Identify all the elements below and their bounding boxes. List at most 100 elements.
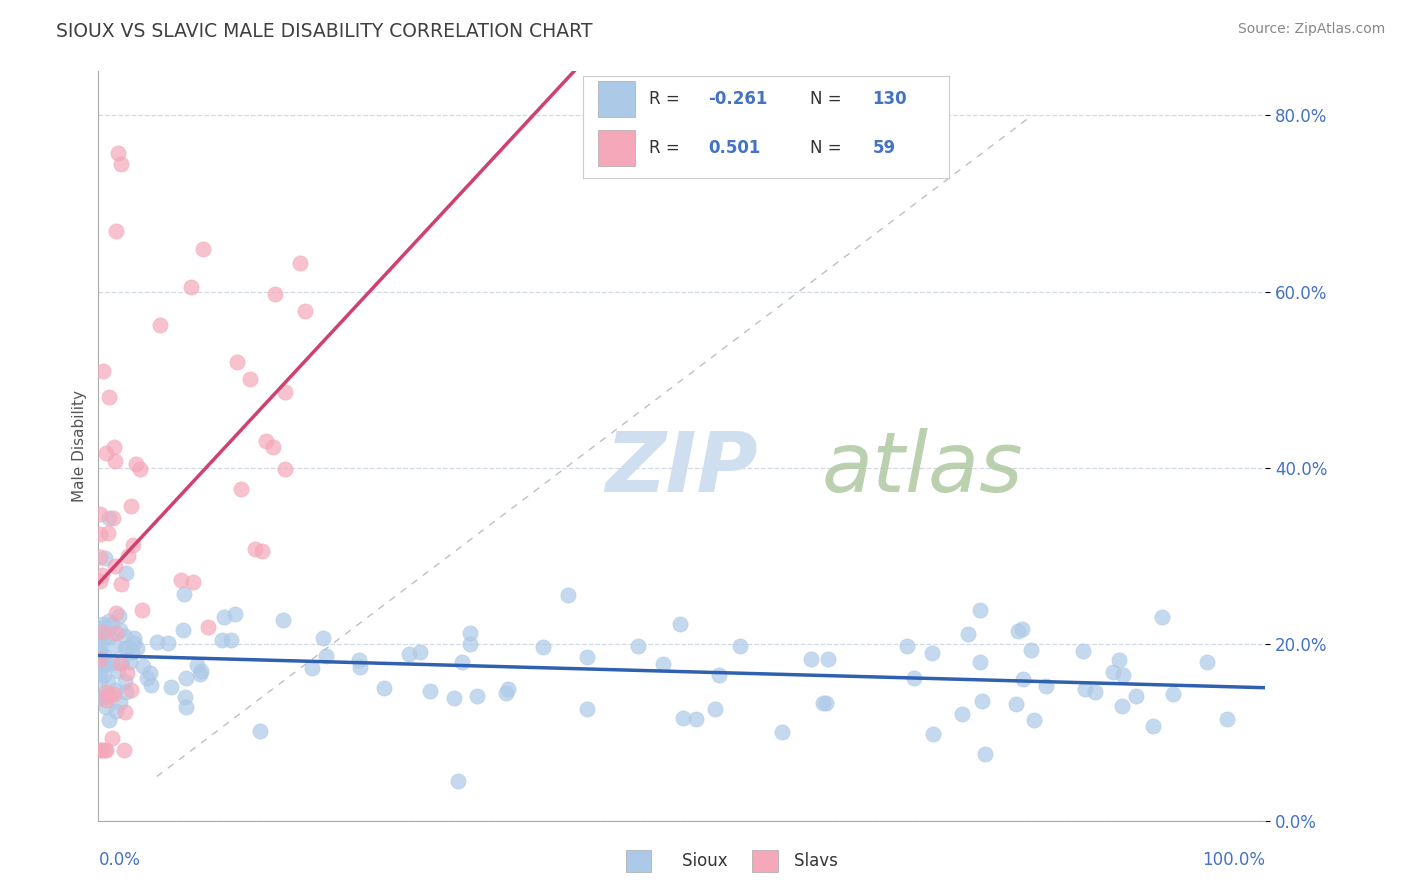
Point (243, 542, 266, 557)
Point (117, 549, 139, 564)
Point (103, 511, 125, 525)
Point (103, 687, 125, 701)
Point (274, 384, 297, 399)
Point (575, 649, 598, 664)
Point (224, 607, 246, 621)
Text: 59: 59 (872, 139, 896, 157)
Point (1084, 685, 1107, 699)
Point (97, 526, 120, 541)
Point (226, 354, 249, 368)
Point (98, 390, 121, 404)
Point (93, 623, 115, 637)
Point (135, 672, 157, 686)
Point (188, 666, 211, 681)
Point (957, 626, 980, 640)
Point (90, 743, 112, 757)
Point (903, 671, 925, 685)
Text: 0.0%: 0.0% (98, 851, 141, 869)
Point (443, 690, 465, 705)
Point (89, 673, 111, 688)
Point (104, 224, 127, 238)
Point (174, 671, 197, 685)
Point (1035, 679, 1057, 693)
Point (921, 727, 943, 741)
Point (104, 640, 127, 654)
Point (115, 685, 138, 699)
Text: N =: N = (810, 139, 846, 157)
Point (460, 626, 482, 640)
Point (815, 696, 838, 710)
Point (254, 434, 277, 448)
Point (409, 645, 432, 659)
Text: Source: ZipAtlas.com: Source: ZipAtlas.com (1237, 22, 1385, 37)
Point (100, 616, 122, 631)
Point (373, 681, 395, 695)
Point (94, 685, 117, 699)
Point (98, 511, 121, 525)
Text: R =: R = (650, 90, 685, 108)
Point (219, 633, 242, 648)
Point (120, 656, 142, 670)
Point (349, 660, 371, 674)
Point (107, 146, 129, 161)
Point (94, 630, 117, 644)
Point (1071, 644, 1094, 658)
Point (250, 543, 273, 558)
Point (93, 668, 115, 682)
Point (124, 635, 146, 649)
Point (172, 623, 194, 637)
Point (115, 665, 138, 680)
Point (112, 743, 135, 757)
Point (96, 700, 118, 714)
Point (707, 668, 730, 682)
Point (817, 652, 839, 666)
Point (110, 156, 132, 170)
Point (290, 256, 312, 270)
Point (125, 640, 148, 655)
Point (98, 688, 121, 702)
Point (498, 681, 520, 696)
Text: N =: N = (810, 90, 846, 108)
Point (969, 602, 991, 616)
Point (451, 656, 474, 670)
Point (94, 743, 117, 757)
Point (114, 673, 136, 688)
Text: -0.261: -0.261 (707, 90, 768, 108)
Point (174, 690, 197, 704)
Point (274, 461, 297, 475)
Point (1005, 697, 1028, 711)
Point (685, 712, 707, 726)
Point (101, 731, 124, 745)
Point (90, 690, 112, 705)
Point (114, 629, 136, 643)
Point (108, 657, 131, 671)
Point (800, 652, 823, 666)
Point (146, 635, 169, 649)
Point (197, 619, 219, 633)
Point (170, 573, 193, 587)
Point (669, 616, 692, 631)
Point (229, 482, 252, 496)
Point (97, 674, 120, 689)
Point (1011, 622, 1033, 636)
Point (1074, 681, 1097, 696)
Point (495, 686, 517, 700)
Point (125, 458, 148, 472)
Point (105, 606, 128, 620)
Point (704, 702, 727, 716)
Point (1161, 687, 1184, 701)
Point (104, 683, 127, 698)
Point (1125, 690, 1147, 704)
Point (89, 643, 111, 657)
Point (311, 631, 333, 645)
Point (105, 626, 128, 640)
Point (105, 704, 128, 718)
Point (120, 499, 142, 513)
Text: 130: 130 (872, 90, 907, 108)
Point (93, 626, 115, 640)
Point (98, 615, 121, 629)
Point (1216, 712, 1239, 726)
Point (132, 659, 155, 673)
Point (214, 610, 236, 624)
Point (90, 568, 112, 582)
